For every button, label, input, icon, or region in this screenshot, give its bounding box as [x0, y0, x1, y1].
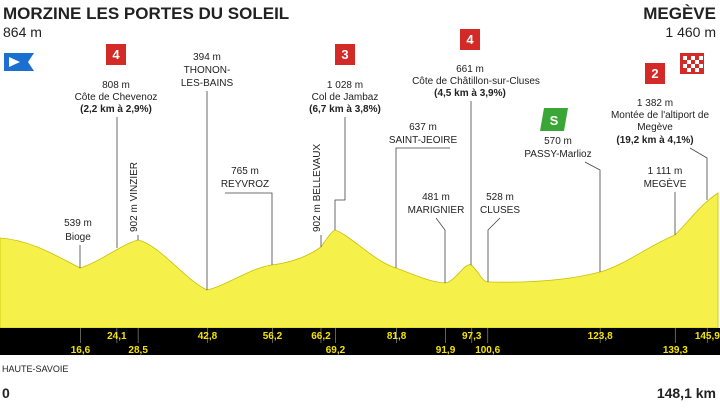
region: HAUTE-SAVOIE — [2, 364, 68, 374]
alt: 1 111 m — [648, 166, 683, 177]
place: CLUSES — [480, 205, 520, 216]
start-flag-arrow — [9, 57, 20, 67]
alt: 1 382 m — [637, 98, 673, 109]
km-label: 28,5 — [128, 345, 148, 356]
alt: 539 m — [64, 218, 92, 229]
km-label: 91,9 — [436, 345, 456, 356]
km-label: 42,8 — [198, 331, 218, 342]
place: MARIGNIER — [408, 205, 465, 216]
climb-cat: 3 — [341, 47, 348, 62]
km-label: 16,6 — [71, 345, 91, 356]
km-label: 97,3 — [462, 331, 482, 342]
annotations: 539 m Bioge 902 m VINZIER 4 808 m Côte d… — [64, 29, 709, 290]
finish-alt: 1 460 m — [665, 24, 716, 40]
finish-name: MEGÈVE — [643, 4, 716, 23]
place: THONON- — [184, 65, 231, 76]
start-km: 0 — [2, 385, 10, 401]
end-km: 148,1 km — [657, 385, 716, 401]
place: Col de Jambaz — [312, 92, 379, 103]
place-vertical: 902 m VINZIER — [129, 162, 140, 232]
place: MEGÈVE — [644, 177, 687, 190]
start-alt: 864 m — [3, 24, 42, 40]
climb-info: (6,7 km à 3,8%) — [309, 104, 381, 115]
place: LES-BAINS — [181, 78, 234, 89]
sprint-badge — [540, 108, 568, 131]
place-vertical: 902 m BELLEVAUX — [312, 143, 323, 232]
place: Bioge — [65, 232, 91, 243]
place: SAINT-JEOIRE — [389, 135, 458, 146]
climb-badge — [335, 44, 355, 65]
km-label: 100,6 — [475, 345, 500, 356]
place: Montée de l'altiport de — [611, 110, 710, 121]
elevation-profile — [0, 192, 719, 329]
alt: 765 m — [231, 166, 259, 177]
alt: 570 m — [544, 136, 572, 147]
climb-info: (4,5 km à 3,9%) — [434, 88, 506, 99]
km-label: 69,2 — [326, 345, 346, 356]
leader — [689, 147, 708, 200]
leader — [487, 217, 501, 282]
alt: 808 m — [102, 80, 130, 91]
alt: 394 m — [193, 52, 221, 63]
climb-cat: 2 — [651, 66, 658, 81]
start-name: MORZINE LES PORTES DU SOLEIL — [3, 4, 289, 23]
place: Côte de Chevenoz — [75, 92, 158, 103]
leader — [395, 147, 450, 268]
km-label: 139,3 — [663, 345, 688, 356]
climb-cat: 4 — [112, 47, 120, 62]
km-label: 145,9 — [695, 331, 720, 342]
finish-flag — [680, 53, 704, 74]
leader — [584, 161, 601, 272]
place: PASSY-Marlioz — [524, 149, 591, 160]
leader — [225, 192, 273, 265]
km-label: 24,1 — [107, 331, 127, 342]
climb-info: (19,2 km à 4,1%) — [616, 135, 693, 146]
km-label: 56,2 — [263, 331, 283, 342]
alt: 481 m — [422, 192, 450, 203]
climb-badge — [460, 29, 480, 50]
climb-badge — [106, 44, 126, 65]
place: Côte de Châtillon-sur-Cluses — [412, 76, 540, 87]
km-label: 66,2 — [311, 331, 331, 342]
climb-badge — [645, 63, 665, 84]
alt: 1 028 m — [327, 80, 363, 91]
leader — [334, 117, 346, 230]
km-label: 81,8 — [387, 331, 407, 342]
leader — [435, 217, 446, 283]
climb-info: (2,2 km à 2,9%) — [80, 104, 152, 115]
sprint-label: S — [550, 113, 559, 128]
alt: 528 m — [486, 192, 514, 203]
place: Megève — [637, 122, 673, 133]
alt: 661 m — [456, 64, 484, 75]
place: REYVROZ — [221, 179, 269, 190]
climb-cat: 4 — [466, 32, 474, 47]
alt: 637 m — [409, 122, 437, 133]
km-label: 123,8 — [588, 331, 613, 342]
